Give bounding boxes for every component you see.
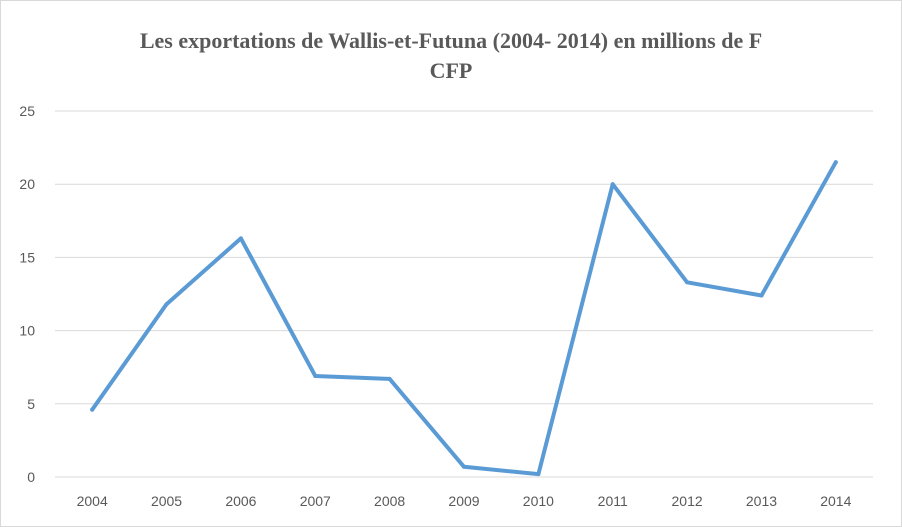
data-point-2006 bbox=[238, 236, 243, 241]
x-axis-tick-labels: 2004 2005 2006 2007 2008 2009 2010 2011 2012 2013… bbox=[77, 493, 852, 509]
data-point-2009 bbox=[462, 464, 466, 469]
x-tick-label: 2006 bbox=[225, 493, 256, 509]
data-point-2010 bbox=[536, 472, 541, 477]
chart-title-line-2: CFP bbox=[429, 58, 473, 83]
y-tick-label: 5 bbox=[27, 396, 35, 412]
x-tick-label: 2013 bbox=[746, 493, 777, 509]
series-line-0 bbox=[90, 160, 838, 477]
data-point-2007 bbox=[313, 373, 318, 378]
y-tick-label: 25 bbox=[19, 103, 35, 119]
data-point-2014 bbox=[833, 160, 838, 165]
y-tick-label: 10 bbox=[19, 323, 35, 339]
data-point-2013 bbox=[759, 293, 764, 298]
x-tick-label: 2012 bbox=[672, 493, 703, 509]
x-tick-label: 2004 bbox=[77, 493, 108, 509]
y-tick-label: 15 bbox=[19, 249, 35, 265]
data-point-2004 bbox=[90, 407, 95, 412]
y-tick-label: 0 bbox=[27, 469, 35, 485]
x-tick-label: 2011 bbox=[598, 493, 628, 509]
data-point-2011 bbox=[610, 182, 615, 187]
x-tick-label: 2008 bbox=[374, 493, 405, 509]
x-tick-label: 2009 bbox=[448, 493, 479, 509]
data-point-2008 bbox=[387, 376, 392, 381]
data-point-2012 bbox=[685, 280, 690, 285]
gridlines bbox=[55, 110, 873, 478]
x-tick-label: 2014 bbox=[820, 493, 851, 509]
data-point-2005 bbox=[164, 302, 169, 307]
x-tick-label: 2005 bbox=[151, 493, 182, 509]
x-tick-label: 2010 bbox=[523, 493, 554, 509]
chart-title-line-1: Les exportations de Wallis-et-Futuna (20… bbox=[139, 28, 763, 53]
y-axis-tick-labels: 0 5 10 15 20 25 bbox=[19, 103, 35, 485]
x-tick-label: 2007 bbox=[300, 493, 331, 509]
y-tick-label: 20 bbox=[19, 176, 35, 192]
series-layer bbox=[90, 160, 838, 477]
